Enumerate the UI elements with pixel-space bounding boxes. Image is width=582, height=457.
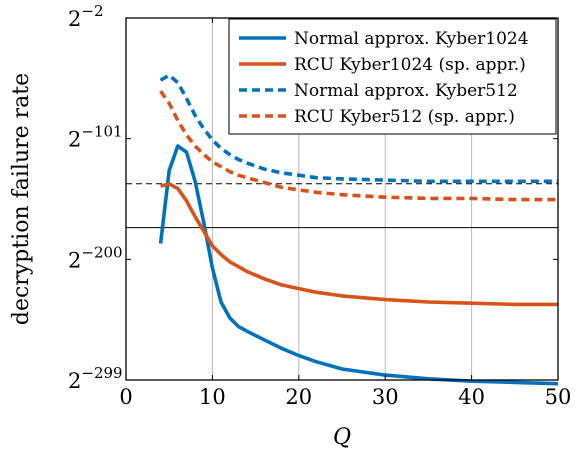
legend-label-4: RCU Kyber512 (sp. appr.): [294, 107, 515, 127]
y-tick-label: 2−299: [68, 364, 123, 393]
series-line-4: [159, 90, 558, 202]
legend-label-3: Normal approx. Kyber512: [294, 81, 518, 101]
legend: Normal approx. Kyber1024 RCU Kyber1024 (s…: [228, 18, 557, 135]
series-line-2: [160, 182, 558, 307]
x-tick-label: 40: [458, 385, 485, 409]
y-tick-label: 2−101: [68, 123, 123, 152]
x-tick-label: 20: [285, 385, 312, 409]
x-axis-label: Q: [333, 425, 351, 450]
legend-label-1: Normal approx. Kyber1024: [294, 29, 529, 49]
y-axis-label: decryption failure rate: [9, 73, 34, 325]
series-line-1: [158, 144, 559, 386]
reference-lines-layer: [126, 183, 558, 229]
x-tick-label: 0: [119, 385, 132, 409]
series-layer: [158, 73, 559, 386]
y-ticks-layer: 2−2 2−101 2−200 2−299: [68, 2, 558, 393]
legend-label-2: RCU Kyber1024 (sp. appr.): [294, 55, 526, 75]
plot-frame: [125, 17, 559, 381]
x-ticks-layer: 0 10 20 30 40 50: [119, 18, 571, 409]
x-tick-label: 10: [199, 385, 226, 409]
y-tick-label: 2−2: [68, 2, 104, 31]
x-tick-label: 50: [545, 385, 572, 409]
series-line-3: [159, 73, 558, 184]
y-tick-label: 2−200: [68, 243, 123, 272]
x-tick-label: 30: [372, 385, 399, 409]
